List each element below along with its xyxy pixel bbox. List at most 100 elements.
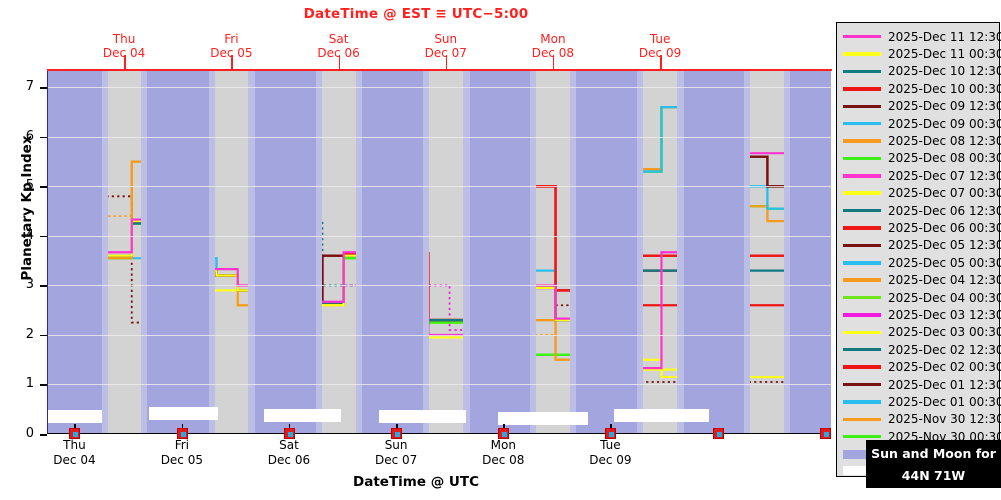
legend-item[interactable]: 2025-Dec 09 12:30 bbox=[837, 98, 1001, 115]
x-tick-date-top: Dec 04 bbox=[102, 46, 146, 60]
legend-color-swatch bbox=[843, 156, 881, 161]
legend-item-label: 2025-Dec 11 00:30 bbox=[888, 47, 1001, 62]
gridline-h bbox=[47, 87, 831, 89]
top-axis-line bbox=[47, 69, 832, 71]
twilight-band bbox=[783, 70, 791, 434]
y-tick-label: 5 bbox=[25, 178, 34, 194]
legend-item-label: 2025-Dec 07 12:30 bbox=[888, 168, 1001, 183]
legend-color-swatch bbox=[843, 243, 881, 248]
sun-moon-line2: 44N 71W bbox=[901, 468, 966, 483]
legend-item-label: 2025-Dec 09 00:30 bbox=[888, 116, 1001, 131]
legend-moon-item bbox=[837, 463, 999, 477]
legend-item-label: 2025-Dec 05 12:30 bbox=[888, 238, 1001, 253]
legend-item[interactable]: 2025-Dec 11 00:30 bbox=[837, 45, 1001, 62]
legend-item[interactable]: 2025-Dec 04 00:30 bbox=[837, 289, 1001, 306]
legend-item-label: 2025-Dec 02 12:30 bbox=[888, 342, 1001, 357]
x-tick-day-bottom: Sun bbox=[384, 438, 408, 452]
x-tick-date-bottom: Dec 06 bbox=[267, 453, 311, 467]
y-tick bbox=[40, 434, 47, 436]
legend-item[interactable]: 2025-Dec 04 12:30 bbox=[837, 271, 1001, 288]
twilight-band bbox=[355, 70, 363, 434]
x-tick-label-bottom: Tue Dec 09 bbox=[550, 438, 670, 468]
y-tick bbox=[40, 136, 47, 139]
y-tick-label: 4 bbox=[25, 227, 34, 243]
legend-panel[interactable]: 2025-Dec 11 12:30 2025-Dec 11 00:30 2025-D… bbox=[836, 22, 1001, 477]
legend-color-swatch bbox=[843, 417, 881, 422]
legend-item[interactable]: 2025-Dec 11 12:30 bbox=[837, 28, 1001, 45]
legend-item[interactable]: 2025-Dec 10 12:30 bbox=[837, 63, 1001, 80]
legend-item[interactable]: 2025-Dec 08 00:30 bbox=[837, 150, 1001, 167]
legend-color-swatch bbox=[843, 121, 881, 126]
y-tick bbox=[40, 334, 47, 337]
x-tick-day-top: Thu bbox=[112, 32, 136, 46]
legend-color-swatch bbox=[843, 87, 881, 91]
legend-item[interactable]: 2025-Dec 08 12:30 bbox=[837, 132, 1001, 149]
x-tick-label-top: Mon Dec 08 bbox=[493, 32, 613, 60]
legend-color-swatch bbox=[843, 104, 881, 108]
night-band bbox=[359, 70, 425, 434]
legend-item-label: 2025-Dec 10 12:30 bbox=[888, 64, 1001, 79]
legend-color-swatch bbox=[843, 330, 881, 335]
legend-item[interactable]: 2025-Dec 02 00:30 bbox=[837, 358, 1001, 375]
y-tick-label: 6 bbox=[25, 128, 34, 144]
y-tick bbox=[40, 384, 47, 386]
night-band bbox=[680, 70, 747, 434]
legend-color-swatch bbox=[843, 295, 881, 300]
gridline-h bbox=[47, 285, 831, 287]
gridline-h bbox=[47, 334, 831, 336]
sun-moon-line1: Sun and Moon for bbox=[871, 446, 996, 461]
legend-item[interactable]: 2025-Dec 10 00:30 bbox=[837, 80, 1001, 97]
y-tick-label: 0 bbox=[25, 426, 34, 441]
legend-item[interactable]: 2025-Dec 07 00:30 bbox=[837, 185, 1001, 202]
legend-item[interactable]: 2025-Dec 01 00:30 bbox=[837, 393, 1001, 410]
x-tick-label-bottom: Sat Dec 06 bbox=[229, 438, 349, 468]
sun-moon-caption: Sun and Moon for 44N 71W bbox=[866, 440, 1001, 488]
y-tick bbox=[40, 285, 47, 287]
legend-night-item bbox=[837, 447, 999, 461]
legend-item[interactable]: 2025-Dec 03 00:30 bbox=[837, 324, 1001, 341]
y-tick-label: 7 bbox=[25, 79, 34, 95]
axis-event-marker bbox=[605, 428, 617, 439]
y-tick bbox=[40, 186, 47, 188]
legend-item-label: 2025-Dec 03 00:30 bbox=[888, 325, 1001, 340]
legend-item[interactable]: 2025-Nov 30 12:30 bbox=[837, 411, 1001, 428]
x-tick-day-top: Sun bbox=[434, 32, 458, 46]
legend-item-label: 2025-Dec 09 12:30 bbox=[888, 99, 1001, 114]
x-tick-day-bottom: Tue bbox=[600, 438, 621, 452]
y-axis-title: Planetary Kp Index bbox=[19, 135, 35, 281]
twilight-band bbox=[141, 70, 148, 434]
legend-item[interactable]: 2025-Dec 07 12:30 bbox=[837, 167, 1001, 184]
x-tick-day-bottom: Thu bbox=[63, 438, 86, 452]
x-tick-top bbox=[124, 55, 126, 69]
legend-night-swatch bbox=[843, 449, 881, 459]
x-tick-label-bottom: Sun Dec 07 bbox=[336, 438, 456, 468]
legend-item-label: 2025-Dec 01 00:30 bbox=[888, 394, 1001, 409]
legend-item-label: 2025-Dec 10 00:30 bbox=[888, 81, 1001, 96]
legend-item[interactable]: 2025-Dec 06 12:30 bbox=[837, 202, 1001, 219]
legend-color-swatch bbox=[843, 34, 881, 39]
x-tick-top bbox=[445, 55, 448, 69]
legend-item[interactable]: 2025-Dec 09 00:30 bbox=[837, 115, 1001, 132]
legend-color-swatch bbox=[843, 382, 881, 387]
legend-item[interactable]: 2025-Dec 06 00:30 bbox=[837, 219, 1001, 236]
legend-item-label: 2025-Dec 02 00:30 bbox=[888, 360, 1001, 375]
legend-item[interactable]: 2025-Dec 05 00:30 bbox=[837, 254, 1001, 271]
legend-item[interactable]: 2025-Dec 05 12:30 bbox=[837, 237, 1001, 254]
axis-event-marker bbox=[176, 428, 188, 439]
bottom-axis-title: DateTime @ UTC bbox=[353, 474, 479, 490]
legend-item[interactable]: 2025-Dec 02 12:30 bbox=[837, 341, 1001, 358]
x-tick-date-bottom: Dec 07 bbox=[374, 453, 418, 467]
legend-moon-swatch bbox=[843, 465, 881, 475]
moon-bar bbox=[378, 410, 467, 424]
x-tick-top bbox=[552, 55, 555, 69]
night-band bbox=[573, 70, 639, 434]
legend-item[interactable]: 2025-Dec 03 12:30 bbox=[837, 306, 1001, 323]
legend-item[interactable]: 2025-Dec 01 12:30 bbox=[837, 376, 1001, 393]
y-tick-label: 1 bbox=[25, 376, 34, 392]
x-tick-day-bottom: Fri bbox=[174, 438, 189, 452]
night-band bbox=[467, 70, 532, 434]
legend-item-label: 2025-Dec 03 12:30 bbox=[888, 307, 1001, 322]
x-tick-top bbox=[660, 55, 662, 69]
x-tick-label-bottom: Thu Dec 04 bbox=[14, 438, 134, 468]
x-tick-date-bottom: Dec 09 bbox=[589, 453, 632, 467]
